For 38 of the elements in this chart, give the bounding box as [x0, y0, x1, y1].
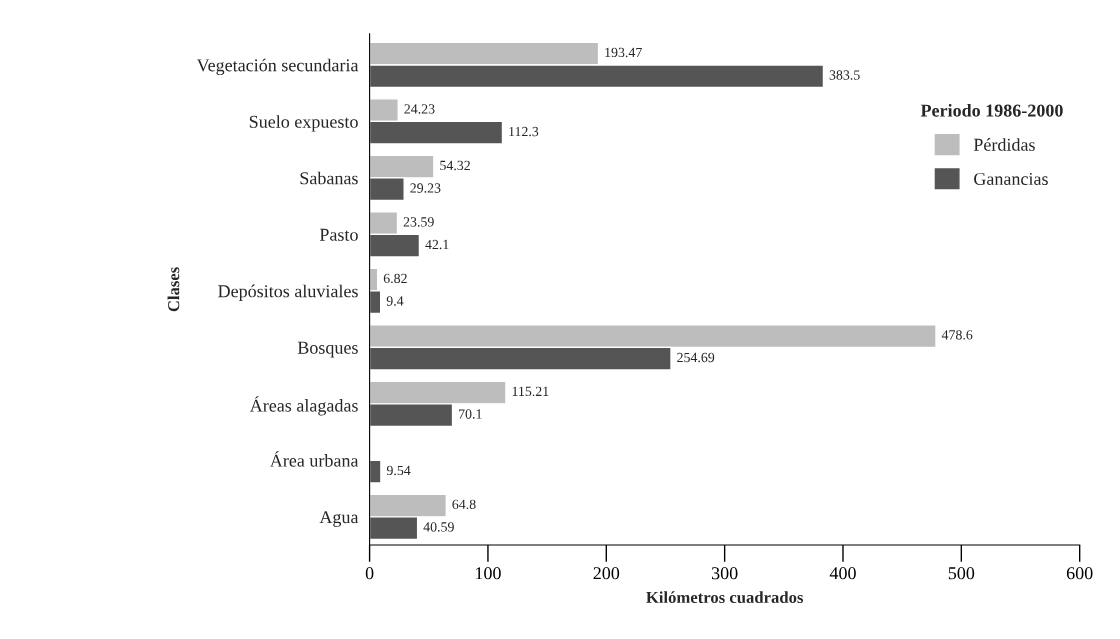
x-tick-label: 200 — [593, 567, 620, 580]
legend-label: Pérdidas — [973, 138, 1035, 151]
y-tick-label: Vegetación secundaria — [196, 58, 359, 76]
data-label: 254.69 — [677, 352, 715, 363]
y-tick-label: Área urbana — [269, 451, 359, 467]
data-label: 23.59 — [403, 217, 434, 227]
data-label: 193.47 — [605, 47, 642, 58]
x-axis-title: Kilómetros cuadrados — [646, 591, 804, 604]
data-label: 9.54 — [386, 465, 411, 476]
data-label: 29.23 — [410, 183, 441, 193]
y-tick-label: Sabanas — [300, 171, 358, 185]
data-label: 112.3 — [509, 126, 539, 137]
data-label: 478.6 — [941, 330, 973, 340]
data-label: 54.32 — [440, 160, 470, 171]
y-axis-title: Clases — [167, 267, 180, 312]
data-label: 383.5 — [829, 70, 860, 80]
x-tick-label: 300 — [711, 567, 738, 580]
legend-label: Ganancias — [974, 172, 1048, 186]
y-tick-label: Bosques — [297, 341, 358, 358]
data-label: 115.21 — [512, 386, 549, 397]
y-tick-label: Suelo expuesto — [249, 115, 358, 132]
y-tick-label: Depósitos aluviales — [218, 284, 358, 301]
data-label: 6.82 — [383, 273, 407, 284]
data-label: 9.4 — [386, 296, 404, 306]
legend-title: Periodo 1986-2000 — [920, 103, 1063, 117]
x-tick-label: 600 — [1066, 567, 1093, 580]
y-tick-label: Áreas alagadas — [249, 396, 358, 416]
data-label: 42.1 — [425, 239, 449, 250]
x-tick-label: 0 — [365, 567, 374, 580]
data-label: 70.1 — [459, 409, 482, 419]
y-tick-label: Pasto — [319, 228, 358, 241]
data-label: 40.59 — [423, 522, 454, 532]
x-tick-label: 100 — [475, 567, 501, 580]
data-label: 24.23 — [404, 104, 435, 114]
x-tick-label: 500 — [948, 567, 975, 580]
data-label: 64.8 — [452, 499, 476, 510]
y-tick-label: Agua — [319, 511, 359, 527]
x-tick-label: 400 — [829, 567, 856, 580]
